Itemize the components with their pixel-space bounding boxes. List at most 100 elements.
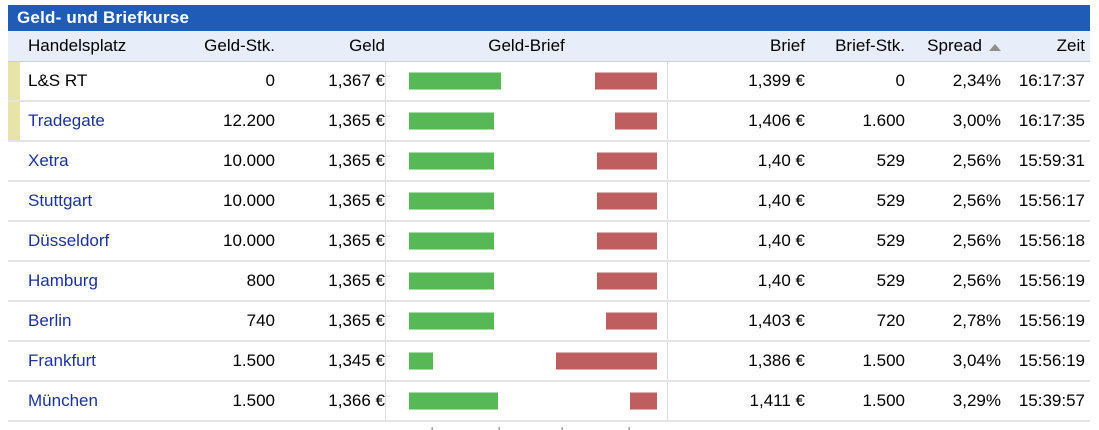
venue-cell: Frankfurt bbox=[20, 351, 185, 371]
bid-ask-bar-chart bbox=[385, 382, 668, 420]
bid-size-value: 800 bbox=[246, 271, 275, 290]
bid-price-value: 1,345 € bbox=[328, 351, 385, 370]
bid-price-value: 1,365 € bbox=[328, 151, 385, 170]
venue-link[interactable]: Frankfurt bbox=[28, 351, 97, 370]
venue-cell: Hamburg bbox=[20, 271, 185, 291]
header-geld-stk[interactable]: Geld-Stk. bbox=[204, 36, 275, 55]
footer-separator: | bbox=[560, 424, 564, 430]
ask-size-value: 1.600 bbox=[862, 111, 905, 130]
row-marker bbox=[8, 222, 20, 260]
ask-size-value: 529 bbox=[876, 151, 905, 170]
ask-bar bbox=[597, 232, 657, 250]
row-marker bbox=[8, 62, 20, 100]
venue-link[interactable]: Stuttgart bbox=[28, 191, 93, 210]
bid-ask-bar-chart bbox=[385, 222, 668, 260]
bid-size-value: 740 bbox=[246, 311, 275, 330]
venue-link[interactable]: Tradegate bbox=[28, 111, 105, 130]
spread-value: 2,78% bbox=[952, 311, 1001, 330]
spread-value: 2,34% bbox=[952, 71, 1001, 90]
ask-bar bbox=[556, 352, 657, 370]
venue-cell: München bbox=[20, 391, 185, 411]
table-row: München 1.500 1,366 € 1,411 € 1.500 3,29… bbox=[8, 382, 1090, 422]
bid-size-value: 10.000 bbox=[223, 191, 275, 210]
time-value: 15:59:31 bbox=[1018, 151, 1085, 170]
bid-bar bbox=[409, 232, 494, 250]
bid-bar bbox=[409, 152, 494, 170]
ask-price-value: 1,40 € bbox=[757, 191, 805, 210]
table-row: Düsseldorf 10.000 1,365 € 1,40 € 529 2,5… bbox=[8, 222, 1090, 262]
venue-link[interactable]: München bbox=[28, 391, 98, 410]
time-value: 16:17:37 bbox=[1018, 71, 1085, 90]
ask-price-value: 1,399 € bbox=[748, 71, 805, 90]
bid-size-value: 10.000 bbox=[223, 151, 275, 170]
spread-value: 2,56% bbox=[952, 151, 1001, 170]
header-geld[interactable]: Geld bbox=[349, 36, 385, 55]
venue-link[interactable]: Xetra bbox=[28, 151, 69, 170]
ask-price-value: 1,406 € bbox=[748, 111, 805, 130]
bid-size-value: 10.000 bbox=[223, 231, 275, 250]
table-body: L&S RT 0 1,367 € 1,399 € 0 2,34% 16:17:3… bbox=[8, 62, 1090, 422]
ask-bar bbox=[597, 152, 657, 170]
bid-ask-bar-chart bbox=[385, 102, 668, 140]
spread-value: 3,00% bbox=[952, 111, 1001, 130]
ask-bar bbox=[630, 392, 657, 410]
header-spread[interactable]: Spread bbox=[905, 36, 1001, 56]
ask-size-value: 529 bbox=[876, 271, 905, 290]
time-value: 16:17:35 bbox=[1018, 111, 1085, 130]
ask-price-value: 1,411 € bbox=[749, 391, 805, 410]
ask-price-value: 1,40 € bbox=[757, 271, 805, 290]
header-geld-brief[interactable]: Geld-Brief bbox=[488, 36, 565, 55]
venue-link[interactable]: L&S RT bbox=[28, 71, 88, 90]
footer-separator: | bbox=[497, 424, 501, 430]
ask-price-value: 1,403 € bbox=[748, 311, 805, 330]
bid-size-value: 0 bbox=[265, 71, 275, 90]
table-row: Tradegate 12.200 1,365 € 1,406 € 1.600 3… bbox=[8, 102, 1090, 142]
spread-value: 3,29% bbox=[952, 391, 1001, 410]
header-handelsplatz[interactable]: Handelsplatz bbox=[28, 36, 127, 55]
venue-link[interactable]: Berlin bbox=[28, 311, 72, 330]
venue-link[interactable]: Düsseldorf bbox=[28, 231, 110, 250]
ask-size-value: 720 bbox=[876, 311, 905, 330]
header-brief[interactable]: Brief bbox=[770, 36, 805, 55]
ask-size-value: 1.500 bbox=[862, 351, 905, 370]
spread-value: 2,56% bbox=[952, 231, 1001, 250]
venue-cell: L&S RT bbox=[20, 71, 185, 91]
header-marker-spacer bbox=[8, 31, 20, 61]
ask-size-value: 0 bbox=[895, 71, 905, 90]
bid-price-value: 1,366 € bbox=[328, 391, 385, 410]
table-row: Berlin 740 1,365 € 1,403 € 720 2,78% 15:… bbox=[8, 302, 1090, 342]
bid-price-value: 1,365 € bbox=[328, 311, 385, 330]
row-marker bbox=[8, 342, 20, 380]
bid-price-value: 1,367 € bbox=[328, 71, 385, 90]
header-zeit[interactable]: Zeit bbox=[1056, 36, 1085, 55]
ask-bar bbox=[606, 312, 657, 330]
time-value: 15:56:17 bbox=[1018, 191, 1085, 210]
footer-links-strip: | | | | bbox=[8, 422, 1090, 430]
panel-title: Geld- und Briefkurse bbox=[17, 8, 190, 27]
ask-bar bbox=[597, 192, 657, 210]
venue-link[interactable]: Hamburg bbox=[28, 271, 98, 290]
bid-bar bbox=[409, 312, 494, 330]
bid-size-value: 1.500 bbox=[232, 351, 275, 370]
bid-price-value: 1,365 € bbox=[328, 231, 385, 250]
spread-value: 2,56% bbox=[952, 271, 1001, 290]
table-row: L&S RT 0 1,367 € 1,399 € 0 2,34% 16:17:3… bbox=[8, 62, 1090, 102]
time-value: 15:56:19 bbox=[1018, 271, 1085, 290]
row-marker bbox=[8, 302, 20, 340]
venue-cell: Berlin bbox=[20, 311, 185, 331]
bid-ask-bar-chart bbox=[385, 302, 668, 340]
bid-ask-bar-chart bbox=[385, 182, 668, 220]
bid-price-value: 1,365 € bbox=[328, 271, 385, 290]
bid-bar bbox=[409, 192, 494, 210]
ask-size-value: 529 bbox=[876, 231, 905, 250]
ask-size-value: 529 bbox=[876, 191, 905, 210]
ask-bar bbox=[595, 72, 657, 90]
time-value: 15:56:19 bbox=[1018, 311, 1085, 330]
spread-value: 3,04% bbox=[952, 351, 1001, 370]
header-brief-stk[interactable]: Brief-Stk. bbox=[835, 36, 905, 55]
ask-bar bbox=[615, 112, 657, 130]
table-row: Stuttgart 10.000 1,365 € 1,40 € 529 2,56… bbox=[8, 182, 1090, 222]
bid-price-value: 1,365 € bbox=[328, 191, 385, 210]
table-row: Xetra 10.000 1,365 € 1,40 € 529 2,56% 15… bbox=[8, 142, 1090, 182]
ask-price-value: 1,386 € bbox=[748, 351, 805, 370]
